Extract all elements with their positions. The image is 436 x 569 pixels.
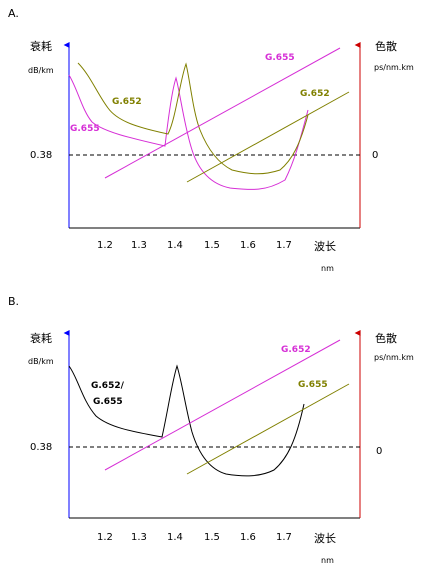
x-tick-label: 1.2 bbox=[97, 240, 113, 251]
panel-b: B. 衰耗 dB/km 色散 ps/nm.km 0.38 0 1.2 1.3 1… bbox=[8, 295, 414, 565]
panel-b-label: B. bbox=[8, 295, 19, 308]
x-tick-label: 1.4 bbox=[167, 532, 183, 543]
g655-attenuation-label-a: G.655 bbox=[70, 124, 100, 134]
g655-dispersion-line-b bbox=[186, 383, 350, 475]
g652-dispersion-line-a bbox=[186, 91, 350, 183]
g655-attenuation-curve-a bbox=[68, 74, 309, 191]
x-tick-label: 1.6 bbox=[240, 532, 256, 543]
x-tick-label: 1.2 bbox=[97, 532, 113, 543]
g652-dispersion-line-b bbox=[104, 339, 341, 471]
right-axis-unit-b: ps/nm.km bbox=[374, 353, 414, 362]
g655-dispersion-label-a: G.655 bbox=[265, 53, 295, 63]
g655-dispersion-line-a bbox=[104, 47, 341, 179]
x-tick-label: 1.5 bbox=[204, 532, 220, 543]
x-tick-label: 1.7 bbox=[276, 240, 292, 251]
left-axis-title-a: 衰耗 bbox=[30, 39, 52, 53]
right-axis-unit-a: ps/nm.km bbox=[374, 63, 414, 72]
panel-a: A. 衰耗 dB/km 色散 ps/nm.km 0.38 0 1.2 1.3 1… bbox=[8, 7, 414, 273]
left-axis-unit-b: dB/km bbox=[28, 357, 54, 366]
g652-attenuation-label-a: G.652 bbox=[112, 97, 142, 107]
x-axis-unit-a: nm bbox=[321, 264, 334, 273]
right-axis-title-b: 色散 bbox=[375, 331, 397, 345]
ref-value-a: 0.38 bbox=[30, 150, 52, 161]
x-tick-label: 1.6 bbox=[240, 240, 256, 251]
combined-attenuation-curve-b bbox=[68, 364, 305, 477]
x-tick-label: 1.4 bbox=[167, 240, 183, 251]
x-axis-title-a: 波长 bbox=[314, 240, 336, 253]
combined-attenuation-label-line2-b: G.655 bbox=[93, 397, 123, 407]
g655-dispersion-label-b: G.655 bbox=[298, 380, 328, 390]
g652-dispersion-label-a: G.652 bbox=[300, 89, 330, 99]
right-zero-b: 0 bbox=[376, 446, 382, 457]
combined-attenuation-label-line1-b: G.652/ bbox=[91, 381, 125, 391]
x-tick-label: 1.5 bbox=[204, 240, 220, 251]
right-axis-title-a: 色散 bbox=[375, 39, 397, 53]
x-axis-title-b: 波长 bbox=[314, 532, 336, 545]
left-axis-unit-a: dB/km bbox=[28, 66, 54, 75]
g652-dispersion-label-b: G.652 bbox=[281, 345, 311, 355]
x-tick-label: 1.3 bbox=[131, 532, 147, 543]
g652-attenuation-curve-a bbox=[77, 62, 309, 175]
right-zero-a: 0 bbox=[372, 150, 378, 161]
ref-value-b: 0.38 bbox=[30, 442, 52, 453]
x-tick-label: 1.3 bbox=[131, 240, 147, 251]
x-axis-unit-b: nm bbox=[321, 556, 334, 565]
x-tick-label: 1.7 bbox=[276, 532, 292, 543]
left-axis-title-b: 衰耗 bbox=[30, 331, 52, 345]
panel-a-label: A. bbox=[8, 7, 19, 20]
